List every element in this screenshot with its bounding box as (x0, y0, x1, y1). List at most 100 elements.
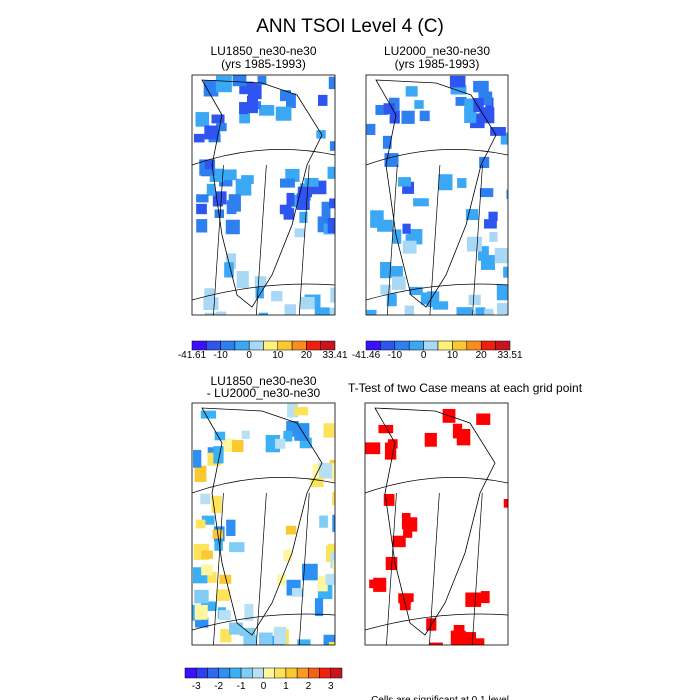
map-cell (409, 517, 418, 532)
panel-title: T-Test of two Case means at each grid po… (348, 381, 583, 395)
map-cell (414, 100, 424, 109)
colorbar-box (240, 667, 253, 679)
colorbar-box (308, 667, 320, 679)
map-frame (191, 402, 336, 646)
map-cell (479, 188, 494, 198)
map-cell (275, 106, 292, 121)
map-cell (203, 297, 219, 311)
colorbar-label: 3 (328, 681, 334, 692)
map-cell (193, 133, 205, 143)
map-cell (438, 174, 453, 191)
graticule (192, 477, 335, 494)
map-cell (408, 229, 423, 245)
map-cell (239, 111, 251, 124)
map-cell (196, 203, 207, 215)
panel-title: - LU2000_ne30-ne30 (207, 386, 321, 400)
map-cell (220, 629, 232, 643)
map-cell (401, 513, 411, 530)
colorbar-box (306, 340, 321, 351)
map-cell (286, 192, 295, 206)
map-cell (319, 515, 328, 528)
map-frame (191, 74, 336, 316)
map-cell (204, 312, 220, 315)
map-cell (200, 410, 217, 419)
map-cell (384, 442, 397, 460)
map-frame (364, 402, 509, 646)
map-cell (203, 80, 219, 97)
map-panel (365, 74, 509, 316)
colorbar-box (206, 340, 221, 351)
map-cell (294, 228, 306, 238)
map-cell (211, 114, 225, 124)
meridian (472, 164, 483, 315)
map-cell (200, 493, 211, 505)
map-cell (413, 198, 429, 207)
meridian (429, 164, 441, 315)
colorbar-label: 0 (246, 350, 252, 361)
map-cell (273, 626, 287, 645)
map-cell (489, 232, 498, 242)
map-cell (457, 178, 467, 188)
map-cell (483, 219, 497, 229)
map-panel (364, 402, 509, 646)
colorbar-label: -3 (192, 681, 201, 692)
panel-title: LU2000_ne30-ne30 (384, 44, 490, 58)
colorbar-box (320, 340, 336, 351)
colorbar-box (408, 340, 424, 351)
meridian (298, 164, 310, 315)
map-cell (332, 514, 335, 532)
colorbar-box (330, 667, 343, 679)
map-cell (453, 624, 465, 636)
map-cell (503, 266, 508, 278)
map-cell (195, 112, 210, 127)
map-cell (456, 428, 471, 446)
map-cell (299, 296, 315, 310)
colorbar-box (285, 667, 298, 679)
map-cell (365, 442, 381, 455)
map-cell (215, 75, 232, 93)
map-cell (369, 579, 378, 589)
map-cell (228, 194, 241, 212)
map-cell (484, 308, 494, 315)
colorbar-box (263, 340, 279, 351)
colorbar-label: 20 (301, 350, 313, 361)
map-cell (280, 90, 291, 102)
map-cell (465, 592, 482, 607)
map-cell (490, 127, 506, 136)
map-cell (283, 549, 293, 562)
map-cell (247, 82, 262, 100)
map-cell (366, 309, 377, 315)
map-cell (392, 276, 406, 290)
map-content (365, 407, 508, 645)
map-cell (366, 123, 376, 135)
graticule (366, 283, 508, 301)
map-cell (327, 217, 335, 234)
map-cell (387, 439, 398, 449)
map-cell (258, 312, 269, 315)
map-cell (383, 493, 395, 506)
map-cell (419, 110, 430, 122)
map-cell (284, 304, 297, 315)
map-cell (216, 311, 227, 315)
map-cell (222, 169, 237, 181)
map-cell (225, 219, 240, 235)
map-cell (246, 95, 258, 114)
map-cell (464, 107, 477, 124)
colorbar-box (184, 667, 197, 679)
graticule (192, 149, 335, 166)
map-cell (287, 403, 299, 418)
map-cell (201, 564, 213, 576)
map-cell (235, 178, 252, 196)
map-cell (285, 525, 297, 535)
map-cell (218, 610, 231, 621)
map-cell (299, 211, 308, 223)
colorbar-box (195, 667, 208, 679)
map-cell (292, 588, 305, 597)
map-cell (468, 294, 481, 306)
map-cell (375, 104, 389, 115)
colorbar-label: 10 (447, 350, 459, 361)
map-cell (229, 622, 243, 635)
colorbar-box (452, 340, 468, 351)
map-cell (195, 519, 206, 529)
map-cell (219, 574, 232, 584)
